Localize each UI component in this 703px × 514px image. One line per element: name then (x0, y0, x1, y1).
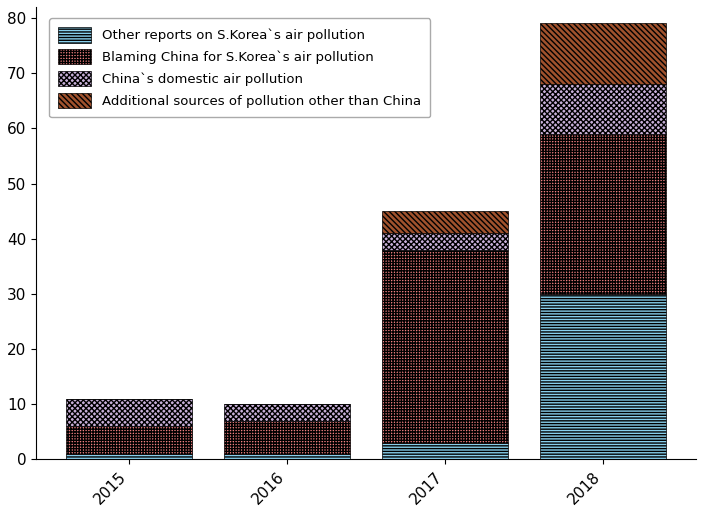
Bar (66, 426, 193, 454)
Bar (540, 24, 666, 84)
Bar (66, 399, 193, 426)
Bar (540, 134, 666, 294)
Bar (66, 454, 193, 460)
Bar (224, 421, 350, 454)
Bar (224, 404, 350, 421)
Bar (540, 84, 666, 134)
Bar (382, 443, 508, 460)
Bar (224, 454, 350, 460)
Bar (540, 294, 666, 460)
Bar (382, 233, 508, 250)
Bar (382, 211, 508, 233)
Bar (382, 250, 508, 443)
Legend: Other reports on S.Korea`s air pollution, Blaming China for S.Korea`s air pollut: Other reports on S.Korea`s air pollution… (49, 18, 430, 117)
